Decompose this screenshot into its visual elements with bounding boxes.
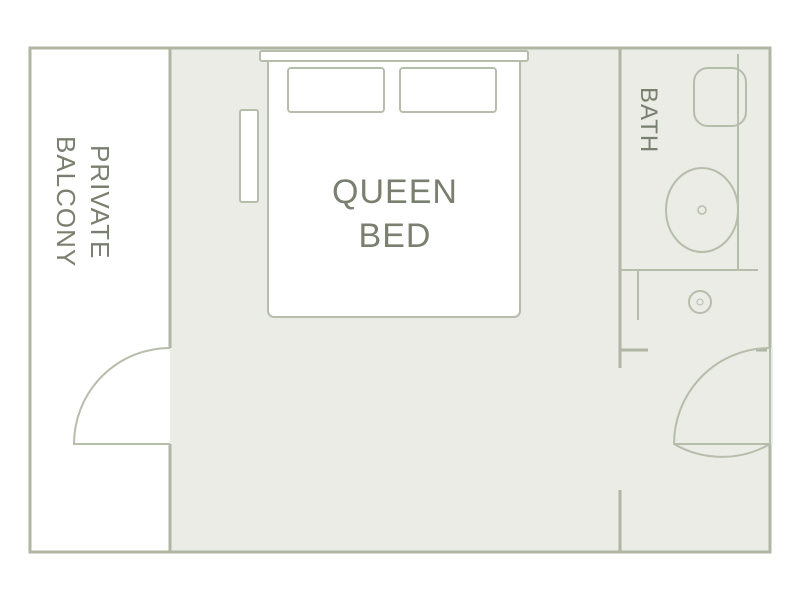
bath-label-text: BATH <box>635 87 662 153</box>
balcony-label: PRIVATEBALCONY <box>76 72 116 332</box>
bed-label-text: QUEENBED <box>332 173 458 255</box>
bed-label: QUEENBED <box>280 170 510 258</box>
bath-label: BATH <box>634 60 664 180</box>
floorplan-svg <box>0 0 800 600</box>
floorplan-container: PRIVATEBALCONY QUEENBED BATH <box>0 0 800 600</box>
balcony-label-text: PRIVATEBALCONY <box>51 136 115 267</box>
